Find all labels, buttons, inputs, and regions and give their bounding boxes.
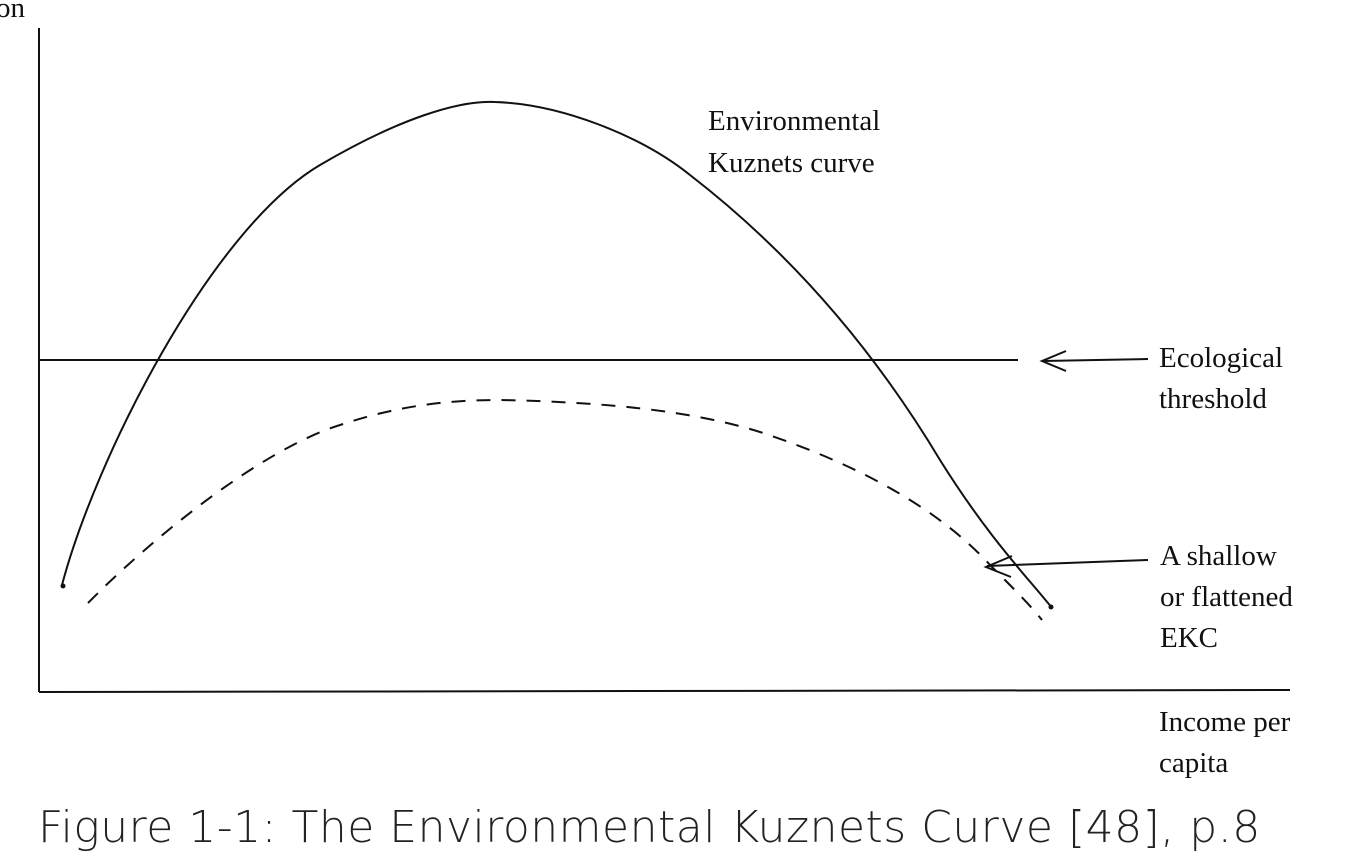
threshold-arrow xyxy=(1039,350,1149,372)
ekc-label-line-1: Environmental xyxy=(708,105,880,137)
ekc-curve-end-dot xyxy=(1048,604,1054,610)
figure-caption: Figure 1-1: The Environmental Kuznets Cu… xyxy=(38,802,1261,853)
x-axis-label-line-1: Income per xyxy=(1159,706,1291,738)
ekc-curve-start-dot xyxy=(60,583,66,589)
threshold-label-line-2: threshold xyxy=(1159,383,1267,415)
flattened-ekc-curve xyxy=(87,398,1043,621)
flattened-ekc-arrow xyxy=(983,555,1149,578)
flattened-ekc-label-line-3: EKC xyxy=(1160,622,1218,654)
flattened-ekc-label-line-2: or flattened xyxy=(1160,581,1293,613)
ekc-label-line-2: Kuznets curve xyxy=(708,147,875,179)
x-axis-label-line-2: capita xyxy=(1159,747,1228,779)
x-axis-label: Income per capita xyxy=(1159,706,1298,779)
x-axis xyxy=(38,689,1291,693)
ekc-curve xyxy=(61,100,1053,609)
flattened-ekc-label-line-1: A shallow xyxy=(1160,540,1277,572)
y-axis-label: on xyxy=(0,0,26,24)
flattened-ekc-label: A shallow or flattened EKC xyxy=(1160,540,1300,654)
threshold-label-line-1: Ecological xyxy=(1159,342,1283,374)
threshold-label: Ecological threshold xyxy=(1159,342,1290,415)
ekc-label: Environmental Kuznets curve xyxy=(708,105,888,179)
